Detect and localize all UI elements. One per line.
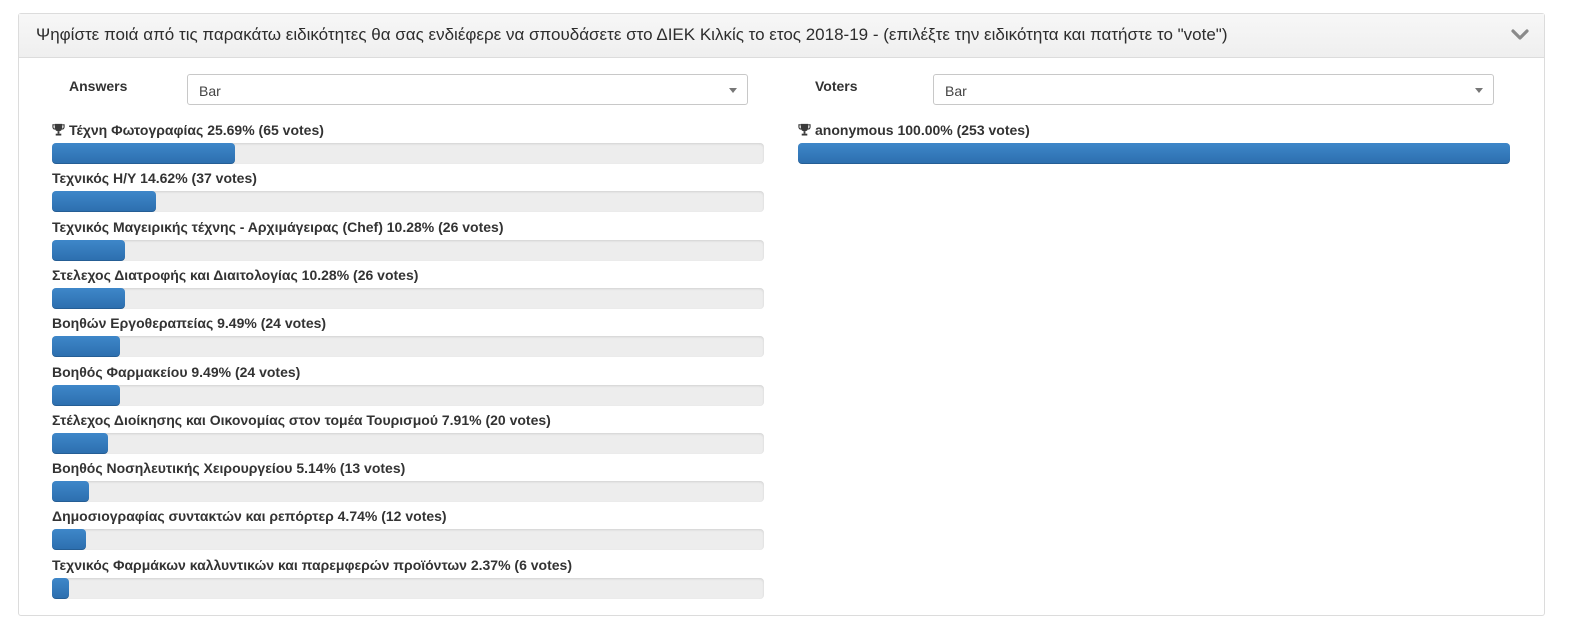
result-row: Τεχνικός Μαγειρικής τέχνης - Αρχιμάγειρα… — [52, 218, 764, 262]
result-bar-fill — [52, 577, 69, 599]
result-text: Στέλεχος Διοίκησης και Οικονομίας στον τ… — [52, 411, 551, 428]
result-bar-track — [52, 287, 764, 309]
result-label: Τεχνικός Η/Υ 14.62% (37 votes) — [52, 169, 764, 187]
result-text: Τεχνικός Η/Υ 14.62% (37 votes) — [52, 170, 257, 187]
result-bar-track — [52, 336, 764, 358]
result-row: Βοηθών Εργοθεραπείας 9.49% (24 votes) — [52, 314, 764, 358]
poll-question: Ψηφίστε ποιά από τις παρακάτω ειδικότητε… — [36, 25, 1228, 44]
result-label: Τεχνικός Μαγειρικής τέχνης - Αρχιμάγειρα… — [52, 218, 764, 236]
result-row: Δημοσιογραφίας συντακτών και ρεπόρτερ 4.… — [52, 507, 764, 551]
result-bar-fill — [52, 529, 86, 551]
result-bar-fill — [52, 481, 89, 503]
result-text: Τεχνικός Μαγειρικής τέχνης - Αρχιμάγειρα… — [52, 218, 504, 235]
result-bar-track — [52, 432, 764, 454]
panel-header[interactable]: Ψηφίστε ποιά από τις παρακάτω ειδικότητε… — [19, 14, 1544, 58]
chevron-down-icon[interactable] — [1510, 26, 1530, 44]
result-label: Στέλεχος Διοίκησης και Οικονομίας στον τ… — [52, 411, 764, 429]
result-text: Τεχνικός Φαρμάκων καλλυντικών και παρεμφ… — [52, 556, 572, 573]
result-row: Τέχνη Φωτογραφίας 25.69% (65 votes) — [52, 121, 764, 165]
answers-select-value: Bar — [199, 83, 221, 99]
result-bar-fill — [52, 384, 120, 406]
caret-down-icon — [729, 88, 737, 93]
result-label: anonymous 100.00% (253 votes) — [798, 121, 1510, 139]
result-bar-track — [52, 191, 764, 213]
result-row: Στελεχος Διατροφής και Διαιτολογίας 10.2… — [52, 266, 764, 310]
result-text: Δημοσιογραφίας συντακτών και ρεπόρτερ 4.… — [52, 508, 447, 525]
voters-label: Voters — [815, 78, 858, 94]
result-text: Βοηθός Φαρμακείου 9.49% (24 votes) — [52, 363, 301, 380]
result-bar-fill — [52, 143, 235, 164]
result-row: Τεχνικός Φαρμάκων καλλυντικών και παρεμφ… — [52, 556, 764, 600]
result-label: Τεχνικός Φαρμάκων καλλυντικών και παρεμφ… — [52, 556, 764, 574]
answers-chart-type-select[interactable]: Bar — [187, 74, 748, 105]
result-bar-track — [52, 577, 764, 599]
result-row: Βοηθός Φαρμακείου 9.49% (24 votes) — [52, 363, 764, 407]
result-bar-track — [52, 529, 764, 551]
result-text: Τέχνη Φωτογραφίας 25.69% (65 votes) — [69, 122, 324, 138]
result-row: Τεχνικός Η/Υ 14.62% (37 votes) — [52, 169, 764, 213]
voters-select-value: Bar — [945, 83, 967, 99]
result-text: anonymous 100.00% (253 votes) — [815, 122, 1030, 138]
result-bar-track — [52, 384, 764, 406]
result-text: Βοηθών Εργοθεραπείας 9.49% (24 votes) — [52, 315, 327, 332]
result-row: Βοηθός Νοσηλευτικής Χειρουργείου 5.14% (… — [52, 459, 764, 503]
result-bar-fill — [52, 336, 120, 358]
result-text: Στελεχος Διατροφής και Διαιτολογίας 10.2… — [52, 266, 419, 283]
result-label: Στελεχος Διατροφής και Διαιτολογίας 10.2… — [52, 266, 764, 284]
result-text: Βοηθός Νοσηλευτικής Χειρουργείου 5.14% (… — [52, 460, 406, 477]
result-label: Δημοσιογραφίας συντακτών και ρεπόρτερ 4.… — [52, 507, 764, 525]
poll-panel: Ψηφίστε ποιά από τις παρακάτω ειδικότητε… — [18, 13, 1545, 616]
result-label: Βοηθών Εργοθεραπείας 9.49% (24 votes) — [52, 314, 764, 332]
result-bar-fill — [52, 239, 126, 261]
result-label: Τέχνη Φωτογραφίας 25.69% (65 votes) — [52, 121, 764, 139]
result-bar-track — [52, 143, 764, 164]
answers-label: Answers — [69, 78, 128, 94]
trophy-icon — [798, 123, 811, 136]
result-label: Βοηθός Νοσηλευτικής Χειρουργείου 5.14% (… — [52, 459, 764, 477]
caret-down-icon — [1475, 88, 1483, 93]
result-bar-track — [52, 481, 764, 503]
trophy-icon — [52, 123, 65, 136]
result-row: anonymous 100.00% (253 votes) — [798, 121, 1510, 165]
result-bar-fill — [52, 191, 157, 213]
result-bar-track — [798, 143, 1510, 164]
result-row: Στέλεχος Διοίκησης και Οικονομίας στον τ… — [52, 411, 764, 455]
voters-chart-type-select[interactable]: Bar — [933, 74, 1494, 105]
result-bar-fill — [52, 287, 126, 309]
result-bar-track — [52, 239, 764, 261]
result-bar-fill — [52, 432, 109, 454]
result-bar-fill — [798, 143, 1510, 164]
result-label: Βοηθός Φαρμακείου 9.49% (24 votes) — [52, 363, 764, 381]
